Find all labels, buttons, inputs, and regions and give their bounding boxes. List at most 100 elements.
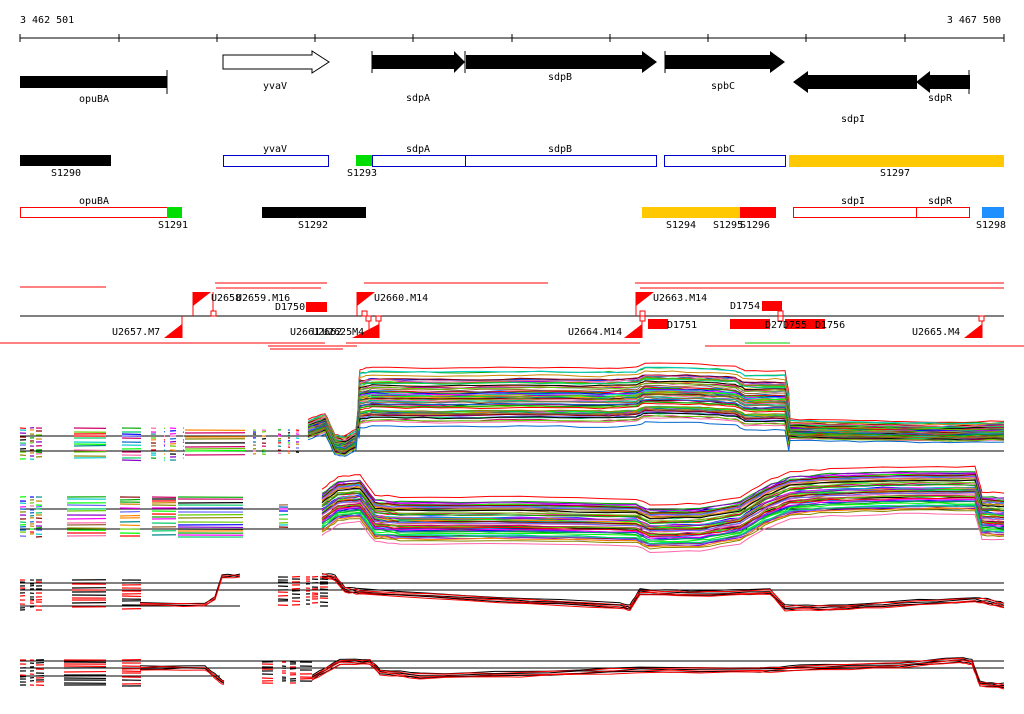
feature-D1751[interactable]: D1751 [648,319,697,331]
expression-line [321,505,1005,545]
feature-D755[interactable]: D755 [783,319,815,331]
expression-line [321,491,1005,532]
expression-track-1 [19,362,1005,462]
segment-label-sdpA: sdpA [406,144,430,155]
segment-sdpA[interactable] [372,155,466,167]
gene-sdpI[interactable]: sdpI [793,71,917,125]
segment-opuBA[interactable] [20,207,168,218]
segment-S1298[interactable] [982,207,1004,218]
expression-line [311,659,1005,688]
expression-line [321,575,1005,609]
feature-D1750[interactable]: D1750 [275,302,327,313]
feature-label-U2658: U2658 [211,293,241,304]
gene-spbC[interactable]: spbC [664,51,785,92]
expression-line [321,479,1005,520]
segment-S1292[interactable] [262,207,366,218]
expression-track-4 [19,657,1005,690]
expression-line [307,415,1005,456]
segment-S1293[interactable] [356,155,372,166]
segment-S1296[interactable] [754,207,776,218]
segment-label-S1290: S1290 [51,168,81,179]
coord-end: 3 467 500 [947,15,1001,26]
feature-D1754[interactable]: D1754 [730,301,784,317]
feature-U2660[interactable]: U2660.M14 [356,292,428,317]
expression-line [307,375,1005,441]
feature-U2662[interactable]: U2662 [312,327,342,338]
expression-track-2 [19,465,1005,554]
expression-line [321,573,1005,607]
segment-S1295[interactable] [740,207,754,218]
feature-label-U2663: U2663.M14 [653,293,707,304]
gene-label-sdpB: sdpB [548,72,572,83]
expression-line [321,497,1005,538]
expression-line [139,667,225,684]
segment-spbC[interactable] [664,155,786,167]
gene-yvaV[interactable]: yvaV [222,50,330,92]
gene-label-spbC: spbC [711,81,735,92]
segment-yvaV[interactable] [223,155,329,167]
expression-line [311,657,1005,686]
segment-sdpR[interactable] [916,207,970,218]
feature-label-U2664: U2664.M14 [568,327,622,338]
feature-U2625[interactable]: U2625M4 [322,315,382,338]
expression-line [321,509,1005,550]
expression-line [321,507,1005,548]
expression-line [321,577,1005,612]
segment-sdpI[interactable] [793,207,917,218]
segment-label-sdpB: sdpB [548,144,572,155]
segment-label-S1295: S1295 [713,220,743,231]
segment-label-S1292: S1292 [298,220,328,231]
segment-label-S1291: S1291 [158,220,188,231]
gene-sdpB[interactable]: sdpB [464,51,657,83]
segment-S1297[interactable] [789,155,1004,167]
segment-label-S1293: S1293 [347,168,377,179]
feature-label-U2661: U2661 [290,327,320,338]
expression-track-3 [19,573,1005,612]
gene-opuBA[interactable]: opuBA [20,70,168,105]
expression-line [321,505,1005,545]
expression-line [307,421,1005,457]
feature-label-U2660: U2660.M14 [374,293,428,304]
gene-label-sdpR: sdpR [928,93,953,104]
gene-label-sdpI: sdpI [841,114,865,125]
segment-sdpB[interactable] [465,155,657,167]
expression-line [307,370,1005,439]
feature-D1756[interactable]: D1756 [815,319,845,331]
segment-S1290[interactable] [20,155,111,166]
segment-label-S1297: S1297 [880,168,910,179]
expression-line [307,362,1005,437]
feature-label-D1754: D1754 [730,301,760,312]
expression-line [321,495,1005,536]
gene-sdpR[interactable]: sdpR [916,70,970,104]
feature-D27[interactable]: D27 [730,315,784,331]
expression-line [139,669,225,686]
gene-label-sdpA: sdpA [406,93,430,104]
segment-label-sdpI: sdpI [841,196,865,207]
expression-line [321,465,1005,506]
feature-U2664[interactable]: U2664.M14 [568,315,646,338]
feature-U2665[interactable]: U2665.M4 [912,315,985,338]
expression-line [139,576,241,608]
feature-U2657[interactable]: U2657.M7 [112,316,183,338]
feature-U2661[interactable]: U2661 [290,327,320,338]
feature-U2658[interactable]: U2658 [192,292,241,317]
feature-label-D1750: D1750 [275,302,305,313]
feature-label-U2657: U2657.M7 [112,327,160,338]
segment-label-S1298: S1298 [976,220,1006,231]
segment-S1294[interactable] [642,207,740,218]
expression-line [321,502,1005,543]
segment-label-S1294: S1294 [666,220,696,231]
feature-U2663[interactable]: U2663.M14 [635,292,707,317]
gene-sdpA[interactable]: sdpA [371,51,465,104]
coord-start: 3 462 501 [20,15,74,26]
expression-line [140,575,241,607]
feature-track: U2658 U2659.M16 U2660.M14 U2663.M14 D175… [0,282,1024,350]
feature-label-U2659: U2659.M16 [236,293,290,304]
expression-line [321,500,1005,541]
segment-label-S1296: S1296 [740,220,770,231]
segment-S1291[interactable] [167,207,182,218]
feature-label-D1751: D1751 [667,320,697,331]
feature-U2659[interactable]: U2659.M16 [236,293,290,304]
expression-line [321,481,1005,522]
